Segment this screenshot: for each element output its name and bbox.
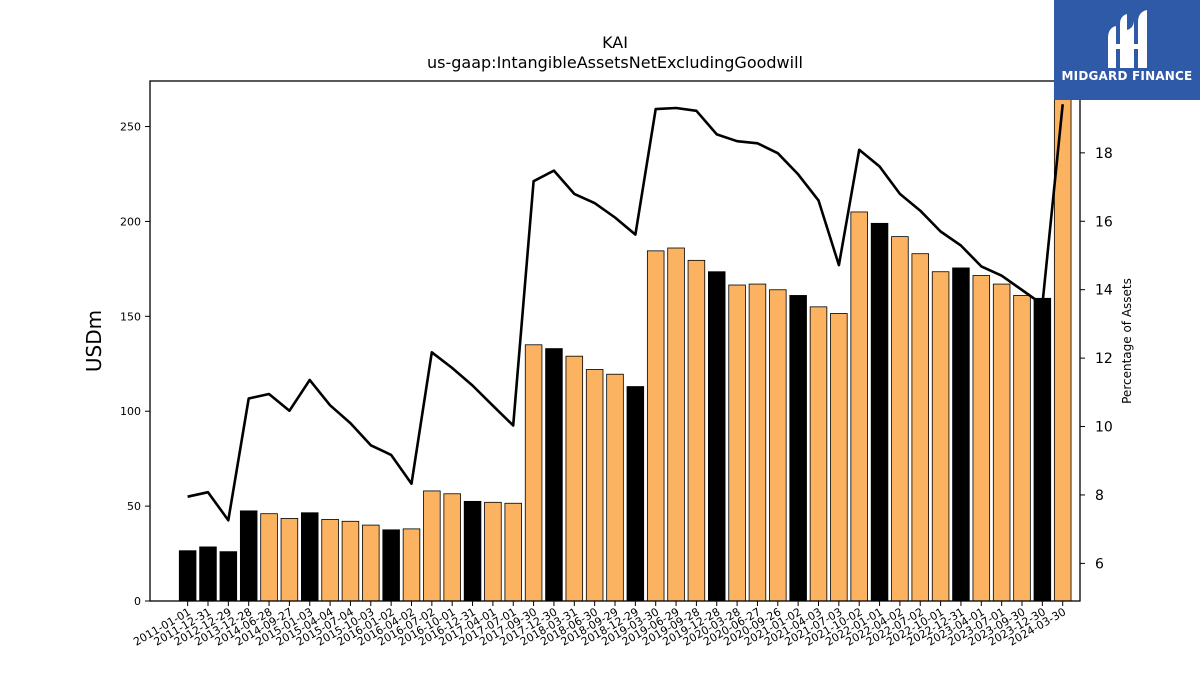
axes-group: 0501001502002506810121416182011-01-01201…	[120, 80, 1113, 649]
percentage-line	[187, 104, 1064, 522]
bar	[443, 493, 461, 602]
bar	[809, 306, 828, 602]
bar	[1013, 295, 1031, 602]
bar	[708, 271, 726, 602]
y-tick-label: 50	[127, 500, 141, 513]
bar	[341, 520, 360, 602]
bar	[402, 528, 421, 602]
bar	[219, 551, 238, 602]
bar	[362, 524, 380, 602]
bar	[504, 502, 522, 602]
bar	[728, 284, 746, 602]
y2-tick-label: 10	[1095, 420, 1113, 436]
bar	[585, 369, 604, 602]
y-tick-label: 0	[134, 595, 141, 608]
bar	[1033, 297, 1052, 602]
line-group	[187, 104, 1064, 522]
bar	[830, 313, 848, 602]
bar	[463, 500, 482, 602]
bar	[382, 529, 400, 602]
bar	[280, 518, 299, 602]
y-tick-label: 100	[120, 405, 141, 418]
y2-tick-label: 6	[1095, 556, 1104, 572]
y-tick-label: 250	[120, 121, 141, 134]
y-axis-label: USDm	[82, 310, 106, 372]
bar	[260, 513, 278, 602]
y-tick-label: 200	[120, 215, 141, 228]
bar	[992, 283, 1011, 602]
bar	[748, 283, 767, 602]
bar	[524, 344, 543, 602]
bar	[301, 512, 319, 602]
bar	[667, 247, 685, 602]
y2-tick-label: 12	[1095, 351, 1113, 367]
chart-subtitle: us-gaap:IntangibleAssetsNetExcludingGood…	[427, 53, 803, 72]
bar	[321, 518, 339, 602]
bar	[626, 386, 645, 602]
bar	[606, 373, 624, 602]
bar	[199, 546, 217, 602]
bar	[484, 501, 502, 602]
bar	[870, 222, 889, 602]
bar	[769, 289, 787, 602]
logo: MIDGARD FINANCE	[1054, 0, 1200, 100]
bar	[423, 490, 441, 602]
bar	[789, 295, 807, 602]
y2-tick-label: 18	[1095, 146, 1113, 162]
bar	[850, 211, 868, 602]
bar	[178, 550, 197, 602]
midgard-logo-icon	[1108, 10, 1147, 68]
bar	[952, 267, 970, 602]
bar	[687, 259, 706, 602]
bar	[239, 510, 258, 602]
bar	[891, 236, 909, 602]
bar	[545, 348, 563, 602]
y2-tick-label: 14	[1095, 283, 1113, 299]
y-tick-label: 150	[120, 310, 141, 323]
bar	[911, 253, 929, 602]
bar	[931, 271, 950, 602]
y2-axis-label: Percentage of Assets	[1120, 278, 1134, 404]
bar	[565, 355, 584, 602]
y2-tick-label: 16	[1095, 214, 1113, 230]
y2-tick-label: 8	[1095, 488, 1104, 504]
logo-text: MIDGARD FINANCE	[1061, 69, 1193, 83]
chart-title: KAI	[602, 33, 628, 52]
bars-group	[178, 80, 1072, 602]
bar	[972, 275, 991, 602]
bar	[646, 250, 665, 602]
